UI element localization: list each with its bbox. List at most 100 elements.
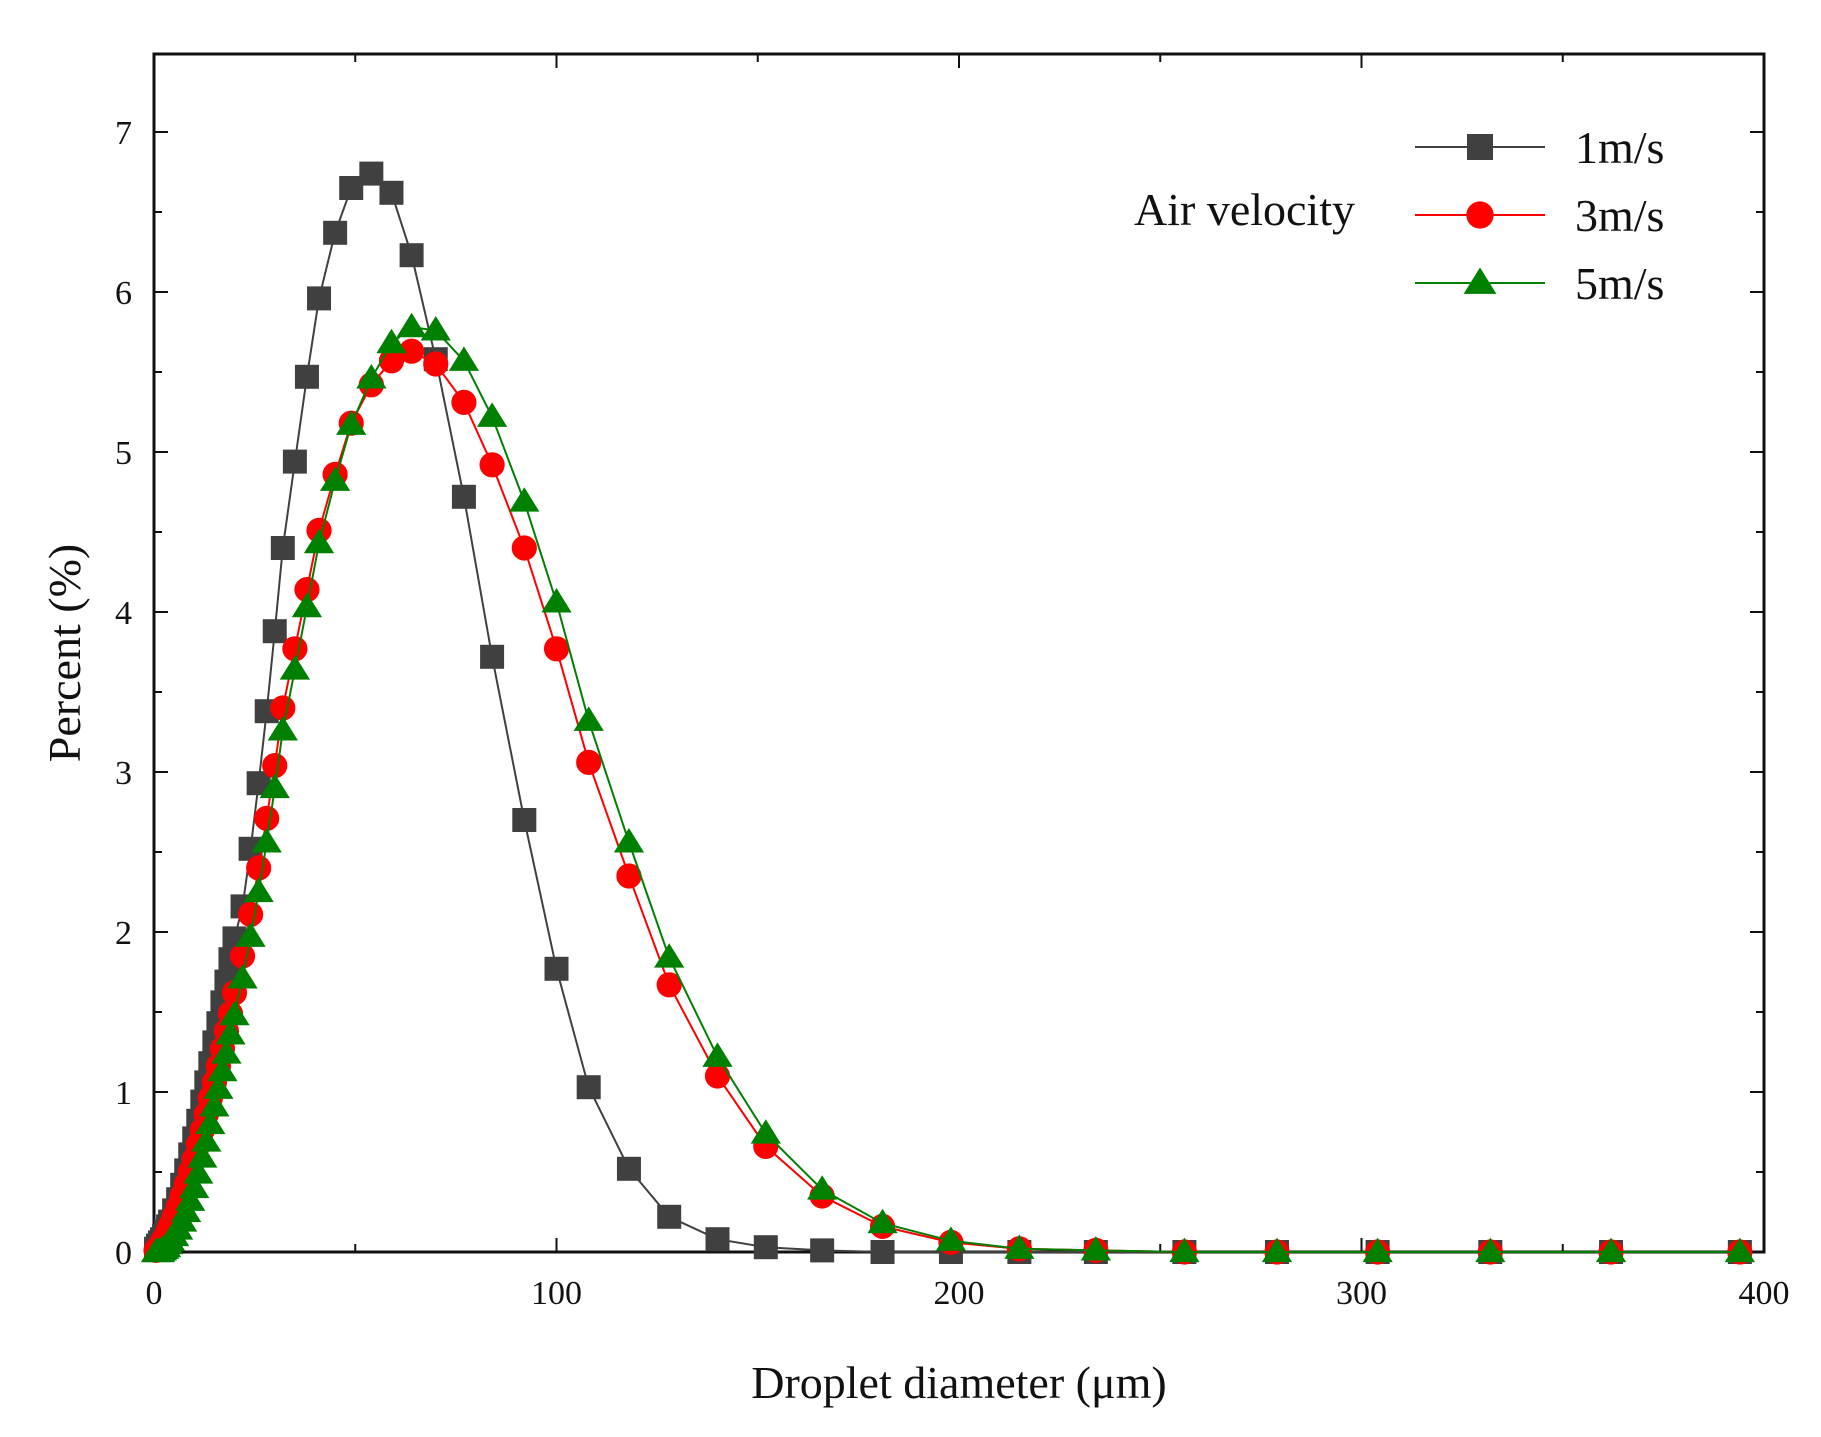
data-point xyxy=(323,220,348,245)
data-point xyxy=(282,449,307,474)
y-tick-label: 0 xyxy=(115,1235,132,1272)
legend-marker xyxy=(1467,134,1493,160)
data-point xyxy=(207,1056,238,1082)
data-point xyxy=(246,855,272,881)
data-point xyxy=(303,528,335,554)
data-point xyxy=(339,176,364,200)
data-point xyxy=(451,484,476,509)
data-point xyxy=(396,312,427,338)
data-point xyxy=(576,1075,601,1100)
data-point xyxy=(399,243,424,268)
data-point xyxy=(259,773,290,799)
data-point xyxy=(251,828,282,853)
legend-marker xyxy=(1466,201,1494,229)
data-point xyxy=(243,877,274,903)
data-point xyxy=(187,1143,218,1168)
data-point xyxy=(511,535,537,561)
data-point xyxy=(479,452,505,478)
data-point xyxy=(420,316,451,341)
data-point xyxy=(307,286,332,311)
data-point xyxy=(294,577,320,603)
data-point xyxy=(657,1204,682,1229)
legend: Air velocity 1m/s 3m/s 5m/s xyxy=(1134,122,1664,309)
y-tick-label: 4 xyxy=(115,595,132,632)
data-point xyxy=(262,753,288,779)
x-tick-label: 300 xyxy=(1336,1275,1387,1312)
y-tick-label: 3 xyxy=(115,755,132,792)
data-point xyxy=(451,389,477,415)
data-point xyxy=(512,808,537,832)
data-point xyxy=(320,466,351,491)
y-tick-label: 6 xyxy=(115,275,132,312)
data-point xyxy=(1362,1237,1393,1263)
data-point xyxy=(448,346,480,371)
data-point xyxy=(1169,1237,1200,1263)
data-point xyxy=(544,956,569,981)
data-point xyxy=(616,1156,641,1181)
data-point xyxy=(702,1042,733,1067)
data-point xyxy=(753,1235,778,1260)
data-point xyxy=(267,716,298,741)
y-tick-label: 2 xyxy=(115,915,132,952)
data-point xyxy=(1595,1237,1627,1263)
data-point xyxy=(294,364,319,389)
y-tick-label: 5 xyxy=(115,435,132,472)
y-tick-labels: 0 1 2 3 4 5 6 7 xyxy=(115,115,132,1272)
x-axis-title: Droplet diameter (μm) xyxy=(751,1357,1167,1408)
data-point xyxy=(195,1109,226,1135)
data-point xyxy=(203,1074,234,1099)
data-point xyxy=(262,619,287,644)
x-tick-label: 100 xyxy=(531,1275,582,1312)
data-point xyxy=(270,536,295,560)
data-point xyxy=(191,1127,222,1152)
data-point xyxy=(291,592,323,618)
data-point xyxy=(656,972,682,998)
y-axis-title: Percent (%) xyxy=(39,544,90,762)
y-tick-label: 7 xyxy=(115,115,132,152)
data-point xyxy=(810,1238,835,1263)
data-point xyxy=(541,588,572,613)
data-point xyxy=(1261,1237,1293,1263)
data-point xyxy=(356,364,387,389)
data-point xyxy=(807,1175,838,1200)
data-point xyxy=(576,749,602,776)
series-5m-per-s xyxy=(140,312,1755,1263)
x-tick-label: 0 xyxy=(146,1275,163,1312)
legend-title: Air velocity xyxy=(1134,184,1355,235)
legend-marker xyxy=(1463,267,1497,294)
data-point xyxy=(573,706,604,731)
data-point xyxy=(870,1240,895,1264)
legend-label: 1m/s xyxy=(1575,122,1664,173)
data-point xyxy=(211,1039,242,1064)
data-point xyxy=(935,1226,967,1251)
data-point xyxy=(227,964,258,989)
data-point xyxy=(1080,1236,1111,1261)
data-point xyxy=(476,402,508,427)
x-tick-label: 400 xyxy=(1739,1275,1790,1312)
legend-label: 3m/s xyxy=(1575,190,1664,241)
data-point xyxy=(199,1092,230,1117)
data-point xyxy=(509,487,540,512)
data-point xyxy=(179,1173,210,1199)
data-point xyxy=(235,922,266,947)
y-tick-label: 1 xyxy=(115,1075,132,1112)
data-point xyxy=(282,636,308,662)
data-point xyxy=(219,1000,250,1026)
data-point xyxy=(654,943,685,968)
series-layer xyxy=(140,161,1755,1265)
data-point xyxy=(543,636,570,662)
data-point xyxy=(750,1119,781,1144)
data-point xyxy=(336,410,367,435)
data-point xyxy=(1004,1234,1035,1259)
data-point xyxy=(359,161,384,186)
data-point xyxy=(613,828,645,853)
x-tick-labels: 0 100 200 300 400 xyxy=(146,1275,1790,1312)
data-point xyxy=(480,644,505,669)
data-point xyxy=(215,1020,246,1045)
x-tick-label: 200 xyxy=(934,1275,985,1312)
data-point xyxy=(279,655,310,680)
data-point xyxy=(867,1208,898,1234)
legend-label: 5m/s xyxy=(1575,258,1664,309)
